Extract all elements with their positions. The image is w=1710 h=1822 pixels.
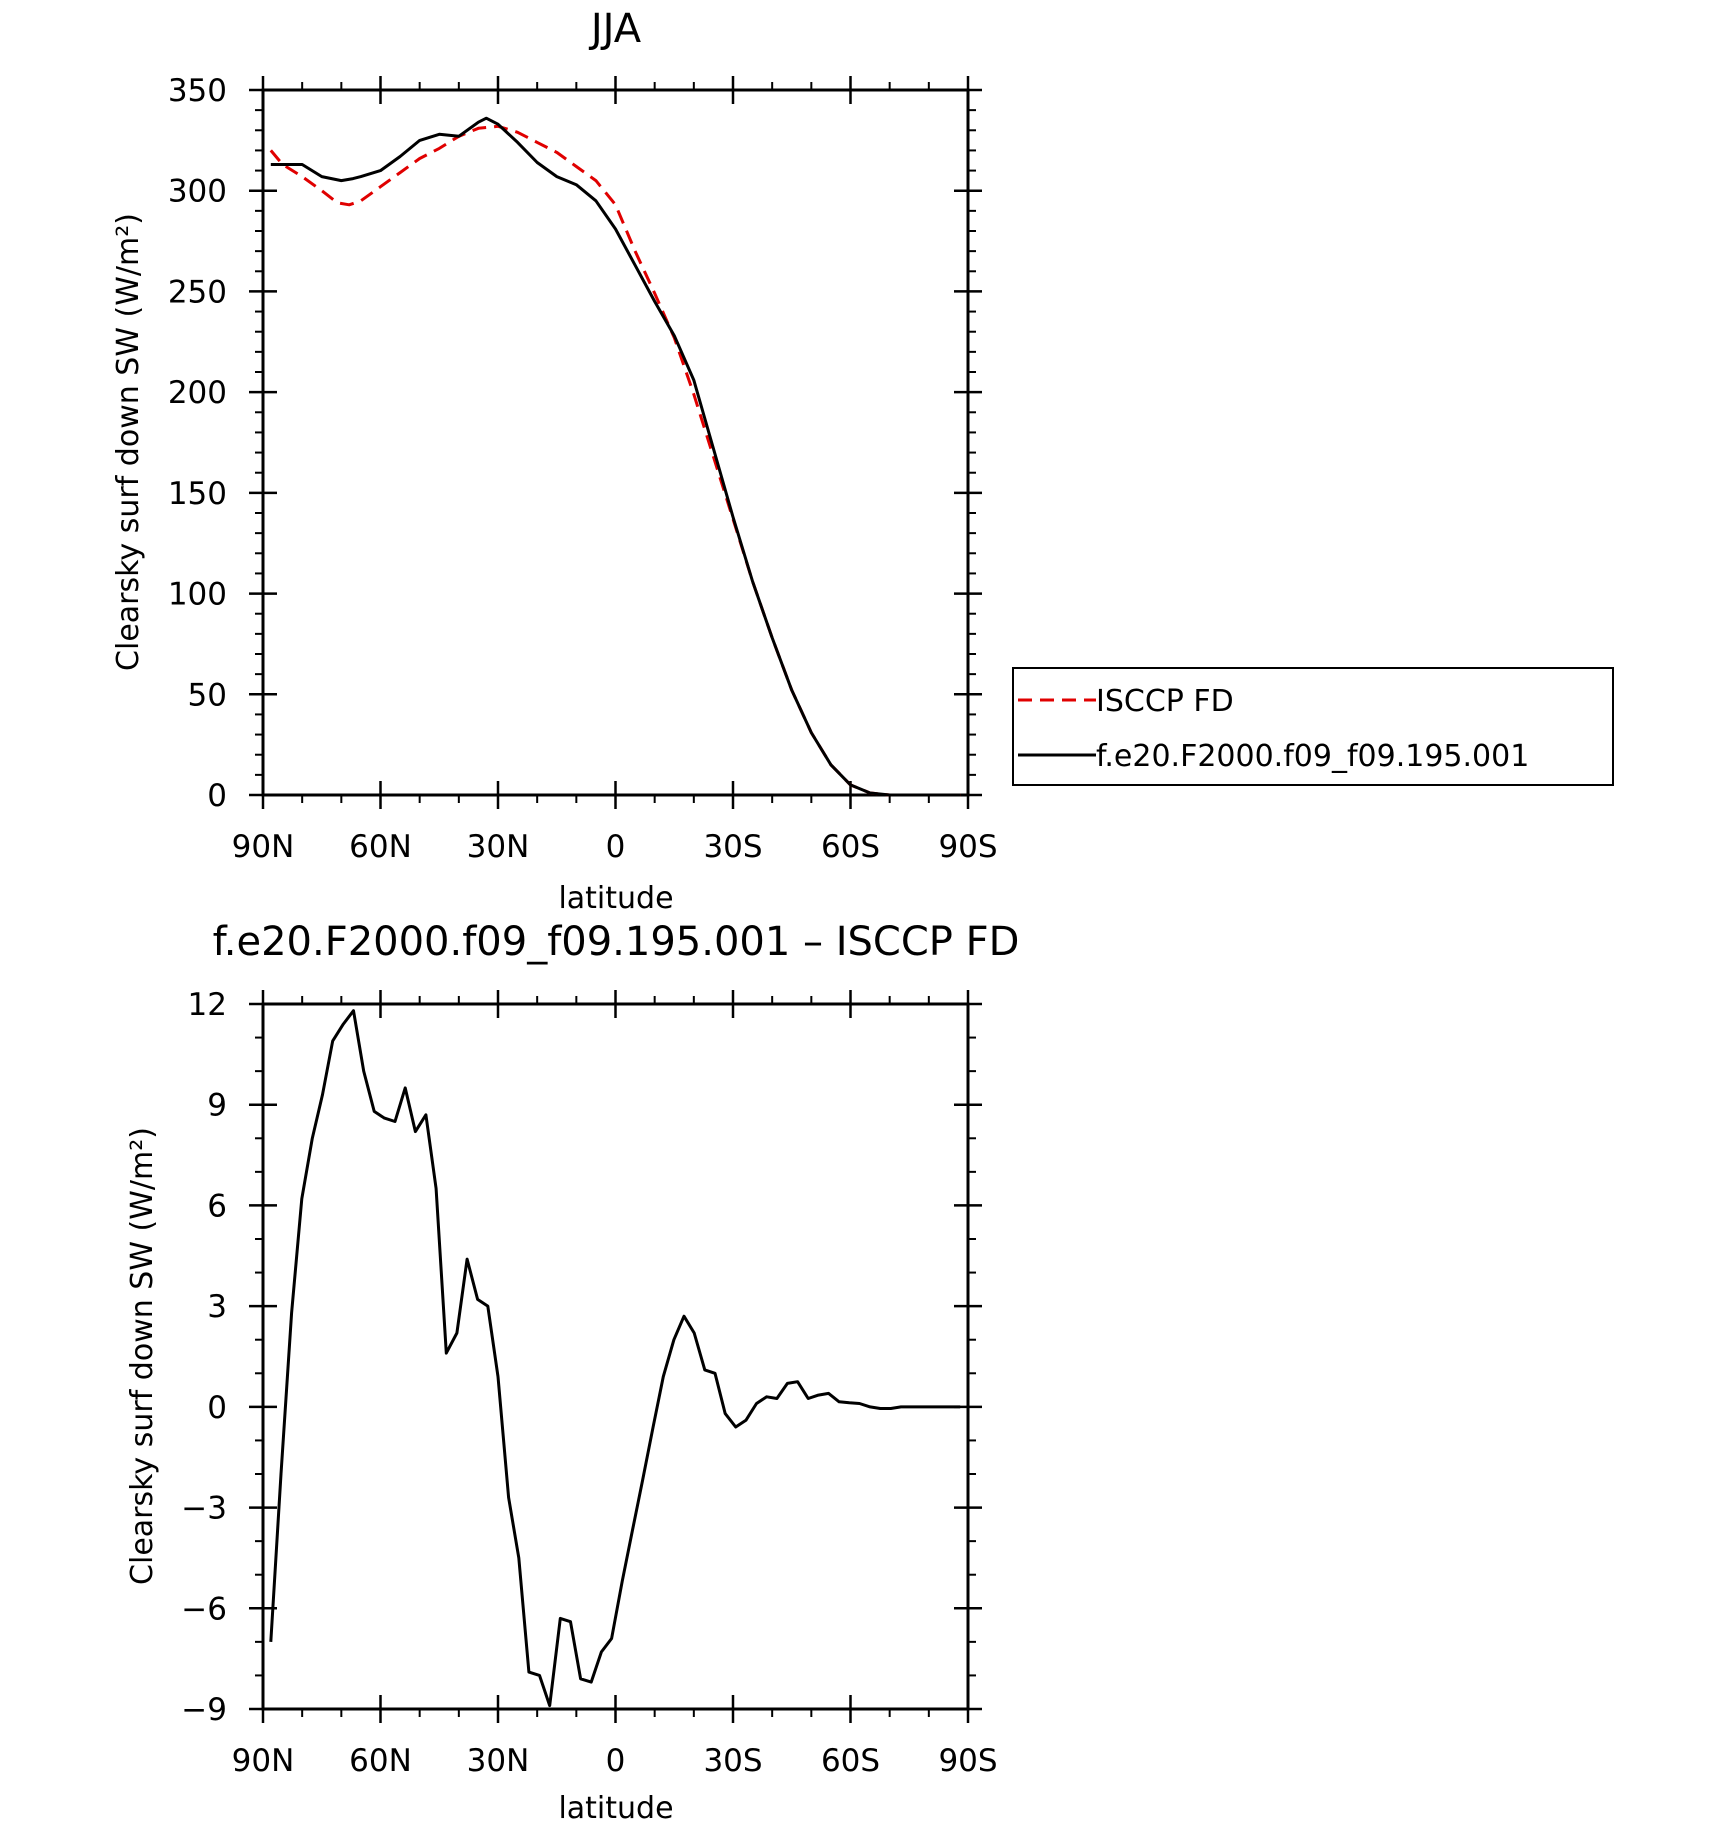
x-tick-label: 60N [349, 829, 412, 865]
data-series [269, 116, 961, 797]
x-tick-label: 30S [703, 829, 762, 865]
y-tick-label: 9 [207, 1088, 227, 1124]
y-tick-label: 0 [207, 778, 227, 814]
legend-box [1012, 667, 1614, 786]
chart-title: f.e20.F2000.f09_f09.195.001 – ISCCP FD [213, 919, 1020, 965]
x-tick-labels: 90N 60N 30N 0 30S 60S 90S [232, 829, 998, 865]
x-tick-labels: 90N 60N 30N 0 30S 60S 90S [232, 1743, 998, 1779]
y-axis-label: Clearsky surf down SW (W/m²) [125, 1127, 160, 1585]
y-tick-label: −3 [181, 1491, 227, 1527]
x-tick-label: 90S [938, 1743, 997, 1779]
series-line-2 [270, 116, 961, 797]
x-tick-label: 30N [467, 829, 530, 865]
tick-marks [249, 990, 982, 1723]
y-tick-label: 50 [188, 677, 227, 713]
chart-title: JJA [588, 6, 642, 52]
x-tick-label: 60S [821, 1743, 880, 1779]
top-line-chart: JJA 90N 60N 30N 0 30S 60S 90S 0 50 100 150 200 250 3… [111, 6, 1614, 916]
data-series [269, 1009, 961, 1708]
tick-marks [249, 76, 982, 809]
x-tick-label: 90S [938, 829, 997, 865]
y-tick-label: 6 [207, 1188, 227, 1224]
legend-label-model: f.e20.F2000.f09_f09.195.001 [1096, 739, 1529, 774]
y-tick-label: 0 [207, 1390, 227, 1426]
x-tick-label: 0 [606, 829, 626, 865]
bottom-line-chart: f.e20.F2000.f09_f09.195.001 – ISCCP FD 9… [125, 919, 1019, 1822]
x-tick-label: 90N [232, 1743, 295, 1779]
x-tick-label: 30S [703, 1743, 762, 1779]
x-tick-label: 30N [467, 1743, 530, 1779]
series-line-1 [269, 1009, 961, 1708]
y-tick-labels: 0 50 100 150 200 250 300 350 [168, 73, 227, 814]
y-tick-label: 200 [168, 375, 227, 411]
x-axis-label: latitude [558, 1791, 673, 1822]
y-tick-label: 250 [168, 274, 227, 310]
y-tick-label: 150 [168, 476, 227, 512]
y-tick-label: 300 [168, 174, 227, 210]
x-tick-label: 60S [821, 829, 880, 865]
y-tick-label: −6 [181, 1591, 227, 1627]
x-axis-label: latitude [558, 881, 673, 916]
y-tick-label: 100 [168, 577, 227, 613]
y-tick-label: −9 [181, 1692, 227, 1728]
legend: ISCCP FD f.e20.F2000.f09_f09.195.001 [1012, 667, 1614, 786]
y-tick-labels: −9 −6 −3 0 3 6 9 12 [181, 987, 227, 1728]
x-tick-label: 90N [232, 829, 295, 865]
plot-frame [261, 1002, 970, 1711]
legend-label-isccp: ISCCP FD [1096, 684, 1234, 719]
y-tick-label: 12 [188, 987, 227, 1023]
x-tick-label: 60N [349, 1743, 412, 1779]
y-axis-label: Clearsky surf down SW (W/m²) [111, 213, 146, 671]
y-tick-label: 350 [168, 73, 227, 109]
x-tick-label: 0 [606, 1743, 626, 1779]
y-tick-label: 3 [207, 1289, 227, 1325]
